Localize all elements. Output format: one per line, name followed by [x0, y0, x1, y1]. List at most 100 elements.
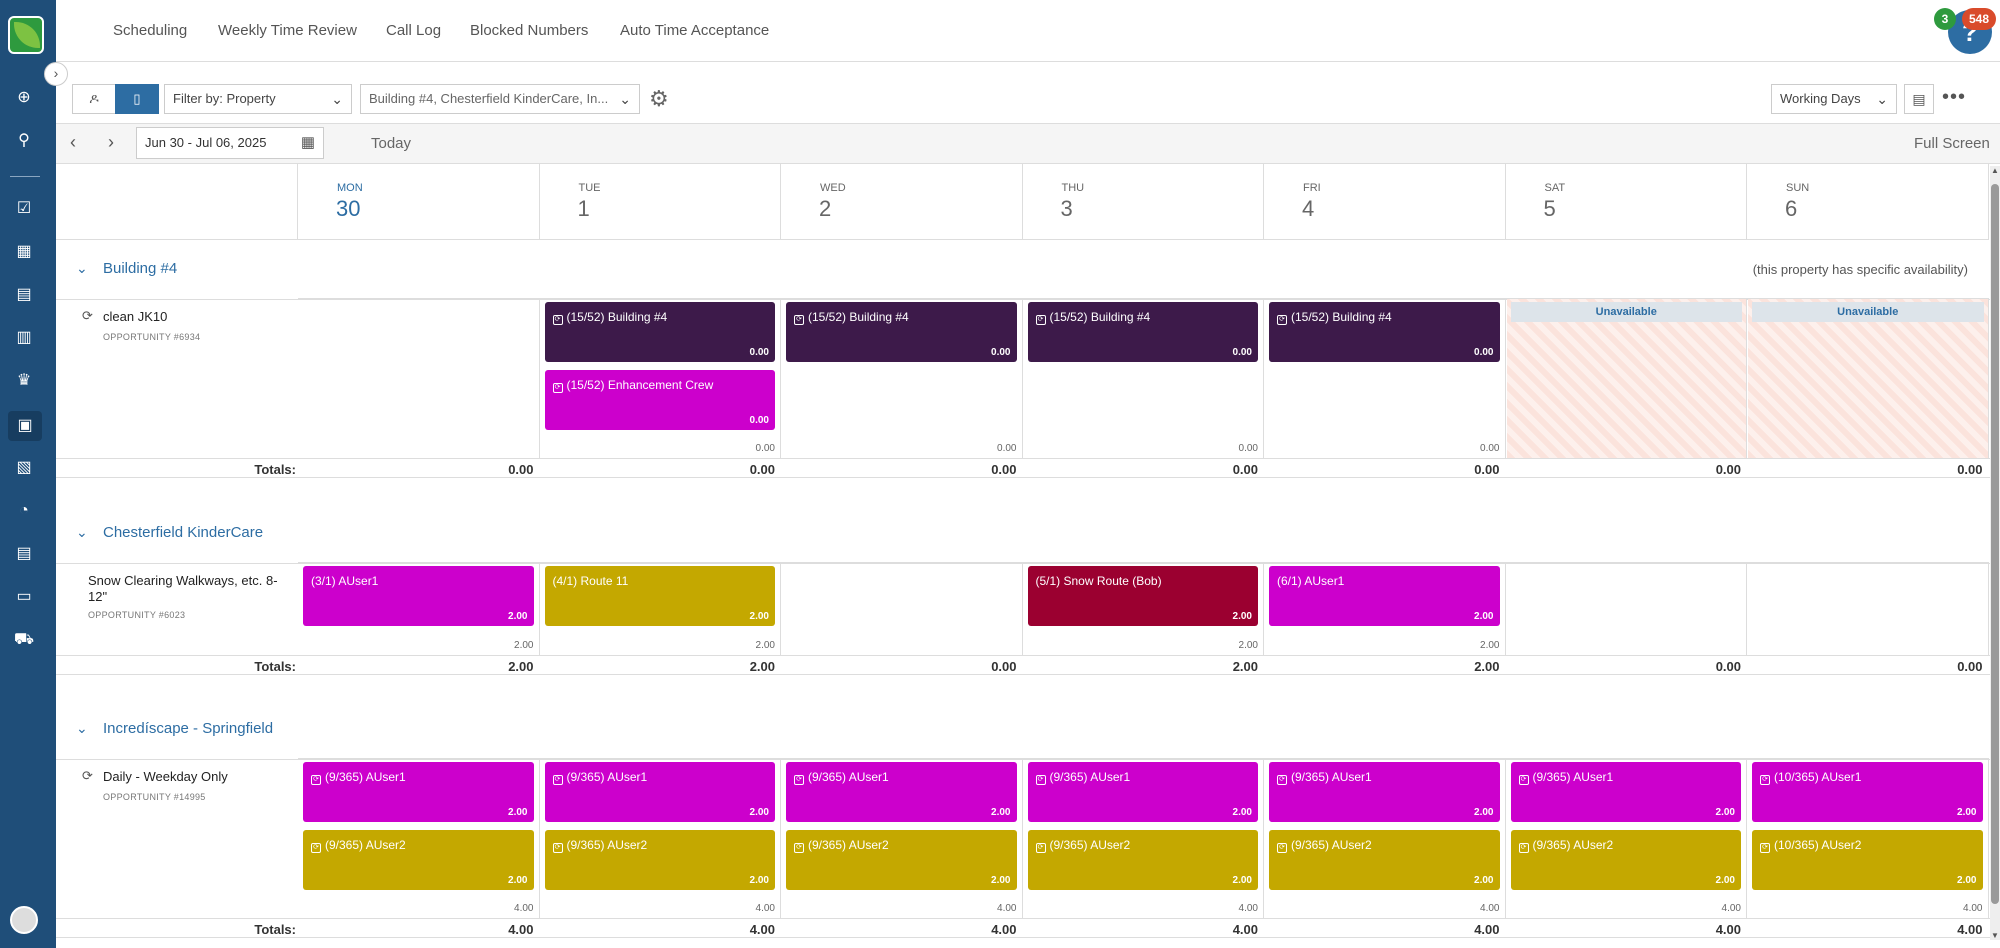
day-cell[interactable] [1264, 298, 1506, 458]
tab-blocked-numbers[interactable]: Blocked Numbers [470, 22, 589, 39]
schedule-event[interactable]: ⟳ (9/365) AUser1 2.00 [1510, 762, 1741, 822]
more-options-icon[interactable]: ••• [1942, 86, 1967, 108]
row-title[interactable]: Snow Clearing Walkways, etc. 8-12" [88, 573, 278, 604]
next-week-icon[interactable]: › [108, 132, 114, 152]
clipboard-icon[interactable]: ▧ [16, 459, 32, 476]
day-cell[interactable] [781, 562, 1023, 655]
schedule-event[interactable]: ⟳ (9/365) AUser1 2.00 [786, 762, 1017, 822]
schedule-event[interactable]: ⟳ (15/52) Building #4 0.00 [1269, 302, 1500, 362]
date-range-field[interactable]: Jun 30 - Jul 06, 2025 ▦ [136, 127, 324, 159]
day-cell[interactable] [1264, 562, 1506, 655]
schedule-event[interactable]: (6/1) AUser1 2.00 [1269, 566, 1500, 626]
schedule-event[interactable]: ⟳ (9/365) AUser1 2.00 [1269, 762, 1500, 822]
filter-by-select[interactable]: Filter by: Property ⌄ [164, 84, 352, 114]
day-cell[interactable] [1505, 758, 1747, 918]
day-cell[interactable] [1505, 298, 1747, 458]
day-cell[interactable] [1505, 562, 1747, 655]
section-title[interactable]: Chesterfield KinderCare [103, 524, 264, 541]
schedule-event[interactable]: ⟳ (10/365) AUser1 2.00 [1752, 762, 1983, 822]
day-cell[interactable] [781, 298, 1023, 458]
schedule-event[interactable]: ⟳ (9/365) AUser2 2.00 [786, 830, 1017, 890]
schedule-event[interactable]: ⟳ (15/52) Building #4 0.00 [1027, 302, 1258, 362]
day-header-tue[interactable]: TUE 1 [539, 164, 781, 240]
schedule-event[interactable]: ⟳ (9/365) AUser2 2.00 [303, 830, 534, 890]
schedule-event[interactable]: ⟳ (15/52) Building #4 0.00 [786, 302, 1017, 362]
schedule-event[interactable]: ⟳ (9/365) AUser2 2.00 [544, 830, 775, 890]
plus-circle-icon[interactable]: ⊕ [17, 89, 31, 106]
calendar-icon[interactable]: ▦ [300, 134, 315, 151]
schedule-event[interactable]: ⟳ (9/365) AUser2 2.00 [1510, 830, 1741, 890]
tractor-icon[interactable]: ⛟ [13, 631, 35, 648]
tab-scheduling[interactable]: Scheduling [113, 22, 188, 39]
gear-icon[interactable]: ⚙ [649, 86, 669, 111]
schedule-event[interactable]: ⟳ (10/365) AUser2 2.00 [1752, 830, 1983, 890]
row-title[interactable]: clean JK10 [103, 309, 168, 324]
schedule-event[interactable]: (5/1) Snow Route (Bob) 2.00 [1027, 566, 1258, 626]
id-card-icon[interactable]: ▤ [16, 286, 32, 303]
app-logo[interactable] [8, 16, 44, 54]
notification-badge[interactable]: 548 [1962, 8, 1996, 30]
schedule-event[interactable]: ⟳ (15/52) Enhancement Crew 0.00 [544, 370, 775, 430]
checklist-icon[interactable]: ☑ [16, 200, 32, 217]
schedule-event[interactable]: ⟳ (9/365) AUser1 2.00 [303, 762, 534, 822]
today-button[interactable]: Today [371, 135, 412, 152]
day-cell[interactable] [1264, 758, 1506, 918]
day-cell[interactable] [298, 298, 540, 458]
avatar[interactable] [10, 906, 38, 934]
day-cell[interactable] [298, 758, 540, 918]
tab-call-log[interactable]: Call Log [386, 22, 442, 39]
scroll-down-icon[interactable]: ▼ [1991, 931, 1999, 940]
schedule-event[interactable]: (4/1) Route 11 2.00 [544, 566, 775, 626]
day-cell[interactable] [1022, 562, 1264, 655]
day-cell[interactable] [539, 562, 781, 655]
collapse-chevron-icon[interactable]: ⌄ [76, 260, 88, 276]
day-header-wed[interactable]: WED 2 [781, 164, 1023, 240]
archive-icon[interactable]: ▭ [16, 588, 32, 605]
collapse-chevron-icon[interactable]: ⌄ [76, 720, 88, 736]
schedule-event[interactable]: ⟳ (9/365) AUser1 2.00 [544, 762, 775, 822]
tab-weekly-time-review[interactable]: Weekly Time Review [218, 22, 357, 39]
calendar-icon[interactable]: ▦ [16, 243, 32, 260]
section-title[interactable]: Building #4 [103, 260, 178, 277]
day-cell[interactable] [1747, 562, 1989, 655]
tab-auto-time-acceptance[interactable]: Auto Time Acceptance [620, 22, 770, 39]
report-icon[interactable]: ▤ [16, 545, 32, 562]
view-by-property-button[interactable]: ▯ [115, 84, 159, 114]
row-title[interactable]: Daily - Weekday Only [103, 769, 228, 784]
search-icon[interactable]: ⚲ [18, 132, 30, 149]
day-header-sun[interactable]: SUN 6 [1747, 164, 1989, 240]
view-by-people-button[interactable]: ዶ [72, 84, 116, 114]
pie-chart-icon[interactable]: ◔ [19, 502, 29, 519]
day-cell[interactable] [539, 298, 781, 458]
sidebar-toggle-icon[interactable]: › [44, 62, 68, 86]
schedule-event[interactable]: ⟳ (9/365) AUser2 2.00 [1269, 830, 1500, 890]
previous-week-icon[interactable]: ‹ [70, 132, 76, 152]
section-title[interactable]: Incredíscape - Springfield [103, 720, 274, 737]
working-days-select[interactable]: Working Days ⌄ [1771, 84, 1897, 114]
scroll-up-icon[interactable]: ▲ [1991, 166, 1999, 175]
day-cell[interactable] [1747, 298, 1989, 458]
day-cell[interactable] [539, 758, 781, 918]
clipboard-icon[interactable]: ▤ [1904, 84, 1934, 114]
day-header-fri[interactable]: FRI 4 [1264, 164, 1506, 240]
day-cell[interactable] [1022, 298, 1264, 458]
collapse-chevron-icon[interactable]: ⌄ [76, 524, 88, 540]
day-cell[interactable] [781, 758, 1023, 918]
day-header-thu[interactable]: THU 3 [1022, 164, 1264, 240]
scrollbar-thumb[interactable] [1991, 184, 1999, 904]
trophy-icon[interactable]: ♛ [16, 372, 32, 389]
full-screen-button[interactable]: Full Screen [1914, 135, 1990, 152]
schedule-icon[interactable]: ▣ [8, 411, 42, 441]
schedule-event[interactable]: ⟳ (15/52) Building #4 0.00 [544, 302, 775, 362]
property-filter-select[interactable]: Building #4, Chesterfield KinderCare, In… [360, 84, 640, 114]
day-cell[interactable] [1747, 758, 1989, 918]
schedule-event[interactable]: (3/1) AUser1 2.00 [303, 566, 534, 626]
buildings-icon[interactable]: ▥ [16, 329, 32, 346]
day-cell[interactable] [298, 562, 540, 655]
day-cell[interactable] [1022, 758, 1264, 918]
schedule-event[interactable]: ⟳ (9/365) AUser2 2.00 [1027, 830, 1258, 890]
vertical-scrollbar[interactable]: ▲ ▼ [1990, 166, 2000, 940]
day-header-sat[interactable]: SAT 5 [1505, 164, 1747, 240]
schedule-event[interactable]: ⟳ (9/365) AUser1 2.00 [1027, 762, 1258, 822]
day-header-mon[interactable]: MON 30 [298, 164, 540, 240]
